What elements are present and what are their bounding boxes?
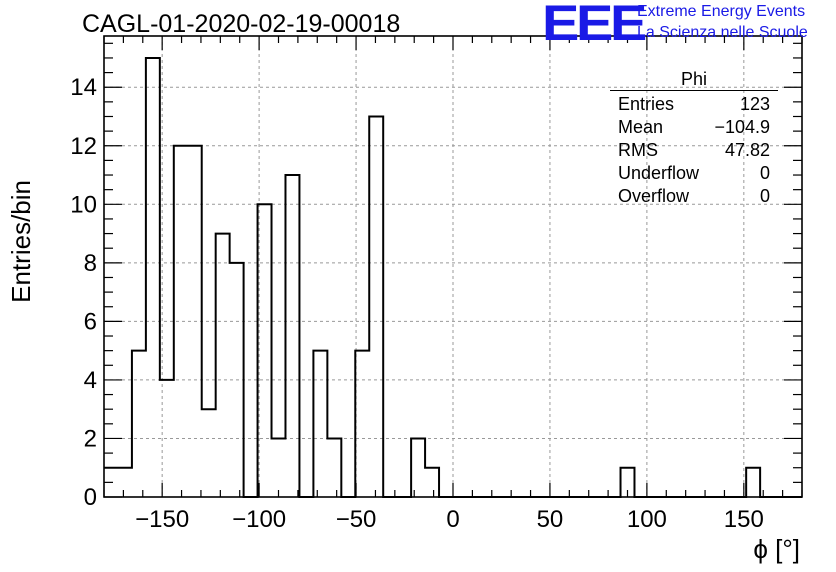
stats-value: 0 [759,186,770,206]
x-tick-label: −50 [336,506,377,533]
x-axis-label: ϕ [°] [753,534,800,564]
histogram-bin [746,468,760,497]
histogram-bin [411,438,425,497]
stats-row-entries: Entries 123 [610,93,778,116]
stats-label: RMS [618,140,658,160]
histogram-bin [216,234,230,497]
y-tick-label: 8 [84,250,97,277]
stats-label: Mean [618,117,664,137]
x-tick-label: 100 [627,506,667,533]
grid-lines [104,36,802,497]
stats-value: 47.82 [724,140,770,160]
stats-title: Phi [610,68,778,91]
axis-ticks [103,36,803,498]
y-tick-label: 0 [84,484,97,511]
histogram-bin [146,58,160,497]
histogram-bin [132,351,146,497]
histogram-bin [285,175,299,497]
logo-line-1: Extreme Energy Events [637,3,806,20]
histogram-bin [202,409,216,497]
histogram-bin [174,146,188,497]
y-tick-label: 14 [70,74,97,101]
stats-row-mean: Mean −104.9 [610,116,778,139]
x-tick-label: 50 [537,506,564,533]
x-tick-label: −100 [232,506,286,533]
x-tick-label: 0 [446,506,459,533]
histogram-bin [118,468,132,497]
stats-value: −104.9 [714,117,770,137]
stats-label: Underflow [618,163,700,183]
chart-title: CAGL-01-2020-02-19-00018 [82,10,401,38]
axis-tick-labels: −150 −100 −50 0 50 100 150 0 2 4 6 8 10 12 14 [70,74,764,533]
stats-value: 123 [739,94,770,114]
stats-label: Entries [618,94,675,114]
x-tick-label: −150 [135,506,189,533]
histogram-bin [327,438,341,497]
y-tick-label: 12 [70,133,97,160]
stats-box: Phi Entries 123 Mean −104.9 RMS 47.82 Underflo… [610,68,778,208]
histogram-bin [425,468,439,497]
stats-row-underflow: Underflow 0 [610,162,778,185]
eee-logo: EEE [542,0,647,51]
histogram-bin [313,351,327,497]
histogram-bin [355,351,369,497]
histogram-bin [369,116,383,497]
y-tick-label: 6 [84,308,97,335]
y-tick-label: 10 [70,191,97,218]
logo-line-2: La Scienza nelle Scuole [637,24,808,41]
y-axis-label: Entries/bin [6,180,36,303]
stats-label: Overflow [618,186,690,206]
stats-row-overflow: Overflow 0 [610,185,778,208]
histogram-bin [258,204,272,497]
y-tick-label: 2 [84,425,97,452]
y-tick-label: 4 [84,367,97,394]
stats-value: 0 [759,163,770,183]
histogram-bin [272,438,286,497]
stats-row-rms: RMS 47.82 [610,139,778,162]
x-tick-label: 150 [724,506,764,533]
